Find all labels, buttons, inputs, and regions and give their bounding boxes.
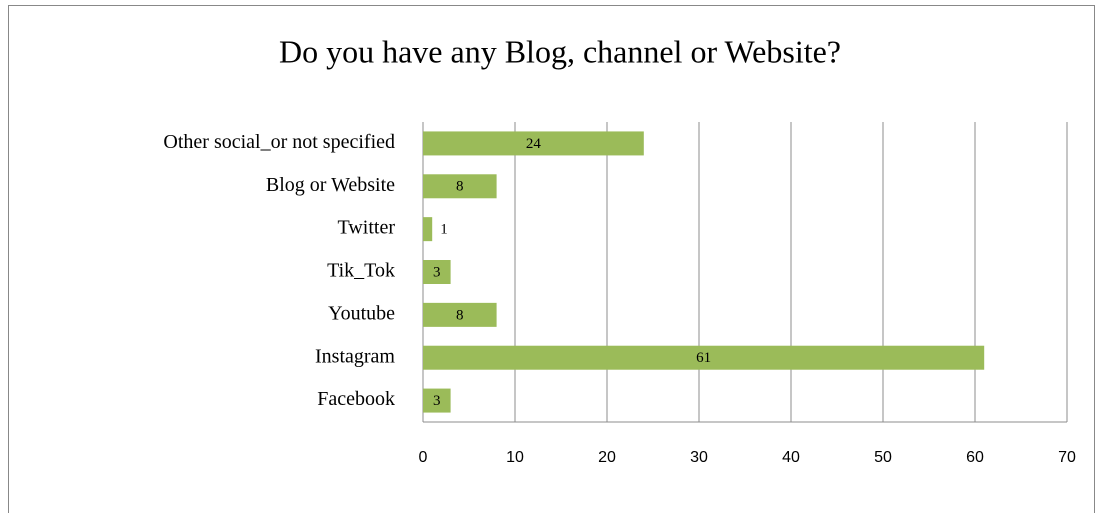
- x-tick-label: 20: [598, 449, 616, 466]
- y-tick-label: Twitter: [338, 217, 396, 239]
- y-tick-label: Youtube: [328, 302, 395, 324]
- x-tick-label: 70: [1058, 449, 1076, 466]
- bar: [423, 260, 451, 284]
- bar: [423, 345, 985, 370]
- bar: [423, 302, 497, 327]
- bar: [423, 131, 644, 156]
- data-label: 8: [456, 179, 464, 195]
- y-tick-label: Facebook: [317, 388, 395, 410]
- x-tick-label: 60: [966, 449, 984, 466]
- x-tick-label: 30: [690, 449, 708, 466]
- bar: [423, 174, 497, 199]
- chart-title: Do you have any Blog, channel or Website…: [279, 33, 841, 69]
- y-tick-label: Tik_Tok: [327, 260, 395, 282]
- data-label: 3: [433, 264, 441, 280]
- y-tick-label: Blog or Website: [266, 174, 395, 196]
- x-tick-label: 50: [874, 449, 892, 466]
- x-tick-label: 0: [419, 449, 428, 466]
- y-tick-label: Other social_or not specified: [163, 131, 395, 153]
- data-label: 24: [526, 136, 542, 152]
- chart-frame: [8, 5, 1095, 513]
- bar: [423, 388, 451, 413]
- y-tick-label: Instagram: [315, 345, 395, 367]
- data-label: 61: [696, 350, 711, 366]
- data-label: 1: [440, 222, 448, 238]
- x-tick-label: 40: [782, 449, 800, 466]
- data-label: 8: [456, 307, 464, 323]
- data-label: 3: [433, 393, 441, 409]
- bar: [423, 217, 433, 242]
- x-tick-label: 10: [506, 449, 524, 466]
